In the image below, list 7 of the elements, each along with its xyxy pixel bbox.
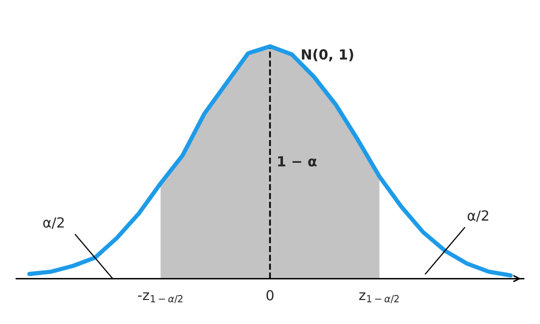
- annotation: α/2: [43, 217, 64, 229]
- x-tick-label: -z$_{1−α/2}$: [138, 292, 182, 304]
- annotation: α/2: [468, 210, 488, 222]
- series-label: N(0, 1): [302, 48, 354, 62]
- x-tick-label: z$_{1−α/2}$: [359, 292, 399, 304]
- annotation: 1 − α: [278, 156, 316, 166]
- x-tick-label: 0: [266, 290, 274, 300]
